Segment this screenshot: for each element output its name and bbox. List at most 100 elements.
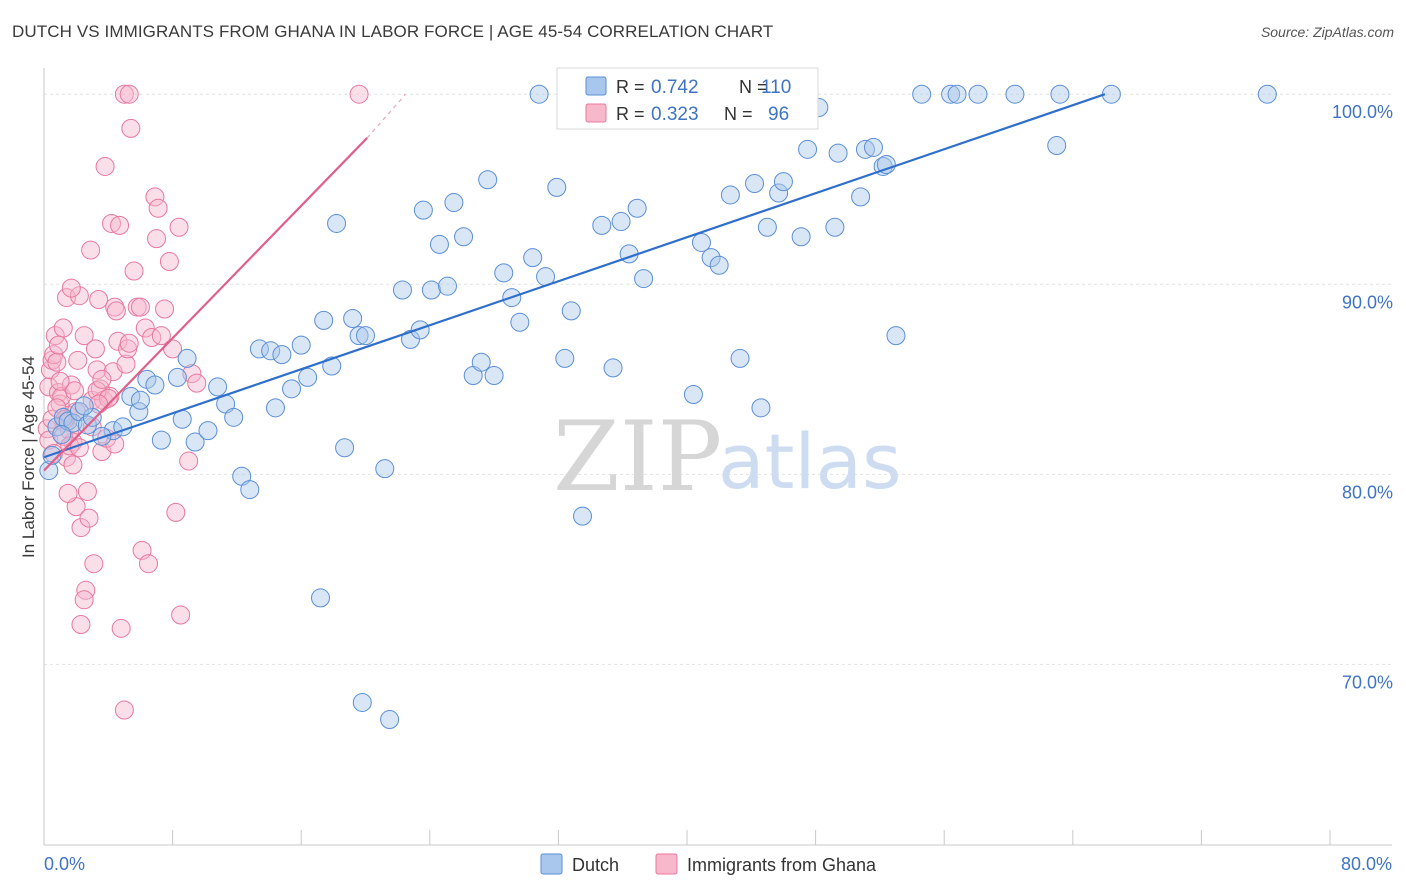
trend-lines (43, 93, 1106, 472)
ghana-point-9 (53, 318, 73, 338)
ghana-point-57 (151, 326, 171, 346)
ghana-point-45 (119, 333, 139, 353)
legend-r-label-dutch: R = (616, 77, 645, 97)
dutch-point-100 (1005, 84, 1025, 104)
dutch-point-15 (167, 367, 187, 387)
dutch-point-90 (851, 187, 871, 207)
ghana-point-46 (121, 118, 141, 138)
legend-n-label-ghana: N = (724, 104, 753, 124)
ghana-point-66 (187, 373, 207, 393)
ghana-point-5 (47, 352, 67, 372)
legend-r-value-dutch: 0.742 (651, 77, 699, 98)
dutch-point-34 (322, 356, 342, 376)
dutch-point-77 (709, 255, 729, 275)
dutch-point-37 (343, 308, 363, 328)
ghana-point-18 (69, 286, 89, 306)
dutch-point-20 (208, 377, 228, 397)
dutch-point-60 (529, 84, 549, 104)
dutch-point-7 (82, 407, 102, 427)
ghana-point-92 (119, 84, 139, 104)
dutch-point-13 (145, 375, 165, 395)
ghana-point-58 (155, 299, 175, 319)
dutch-point-49 (437, 276, 457, 296)
dutch-point-28 (272, 345, 292, 365)
dutch-point-46 (413, 200, 433, 220)
ghana-point-78 (71, 615, 91, 635)
dutch-point-59 (523, 248, 543, 268)
dutch-point-88 (825, 217, 845, 237)
dutch-point-47 (421, 280, 441, 300)
dutch-point-102 (1050, 84, 1070, 104)
ghana-point-25 (84, 554, 104, 574)
ghana-point-62 (169, 217, 189, 237)
ghana-point-87 (61, 278, 81, 298)
bottom-legend-swatch-dutch (540, 853, 563, 875)
ghana-point-52 (138, 554, 158, 574)
ghana-point-72 (50, 371, 70, 391)
dutch-point-4 (63, 413, 83, 433)
dutch-point-22 (224, 407, 244, 427)
dutch-point-85 (791, 227, 811, 247)
ghana-point-65 (182, 364, 202, 384)
ghana-point-79 (74, 590, 94, 610)
dutch-point-98 (947, 84, 967, 104)
y-tick-label-90: 90.0% (1342, 292, 1393, 312)
dutch-point-48 (429, 234, 449, 254)
y-tick-labels: 70.0% 80.0% 90.0% 100.0% (1332, 102, 1393, 692)
stats-legend: R = 0.742 N = 110 R = 0.323 N = 96 (556, 67, 819, 130)
ghana-point-86 (79, 508, 99, 528)
ghana-point-21 (76, 580, 96, 600)
dutch-point-107 (74, 396, 94, 416)
dutch-point-104 (1257, 84, 1277, 104)
ghana-point-43 (116, 354, 136, 374)
legend-n-value-dutch: 110 (761, 77, 791, 98)
ghana-point-28 (89, 289, 109, 309)
dutch-point-70 (627, 198, 647, 218)
legend-swatch-dutch (585, 76, 607, 96)
dutch-point-66 (592, 215, 612, 235)
series-ghana-points (37, 84, 369, 720)
dutch-point-29 (282, 379, 302, 399)
dutch-point-39 (356, 326, 375, 346)
ghana-point-91 (349, 84, 369, 104)
dutch-point-19 (198, 421, 218, 441)
ghana-point-47 (124, 261, 144, 281)
chart-title: DUTCH VS IMMIGRANTS FROM GHANA IN LABOR … (12, 22, 774, 41)
dutch-point-18 (185, 432, 205, 452)
grid-lines (44, 93, 1392, 665)
dutch-point-62 (547, 177, 567, 197)
bottom-legend-label-dutch: Dutch (572, 855, 619, 875)
dutch-point-17 (177, 348, 197, 368)
ghana-point-83 (98, 388, 118, 408)
y-axis-title: In Labor Force | Age 45-54 (19, 356, 38, 558)
ghana-point-82 (92, 369, 112, 389)
dutch-point-43 (392, 280, 412, 300)
legend-r-label-ghana: R = (616, 104, 645, 124)
bottom-legend: Dutch Immigrants from Ghana (540, 853, 877, 875)
ghana-point-35 (102, 213, 122, 233)
dutch-point-68 (611, 212, 631, 232)
ghana-point-54 (145, 187, 165, 207)
dutch-point-10 (121, 386, 141, 406)
dutch-point-99 (968, 84, 988, 104)
ghana-point-26 (85, 339, 105, 359)
dutch-point-97 (941, 84, 961, 104)
dutch-point-42 (380, 710, 400, 730)
dutch-point-109 (130, 390, 150, 410)
dutch-point-106 (52, 424, 72, 444)
dutch-point-64 (561, 301, 581, 321)
x-tick-label-min: 0.0% (44, 854, 85, 874)
series-dutch-points (39, 84, 1277, 730)
dutch-point-82 (757, 217, 777, 237)
legend-r-value-ghana: 0.323 (651, 104, 699, 125)
dutch-point-101 (1047, 136, 1067, 156)
dutch-point-32 (310, 588, 330, 608)
ghana-point-42 (114, 84, 134, 104)
dutch-point-40 (352, 692, 372, 712)
dutch-point-67 (603, 358, 623, 378)
dutch-point-58 (510, 312, 530, 332)
legend-n-label-dutch: N = (739, 77, 768, 97)
y-tick-label-70: 70.0% (1342, 672, 1393, 692)
dutch-point-27 (265, 398, 285, 418)
